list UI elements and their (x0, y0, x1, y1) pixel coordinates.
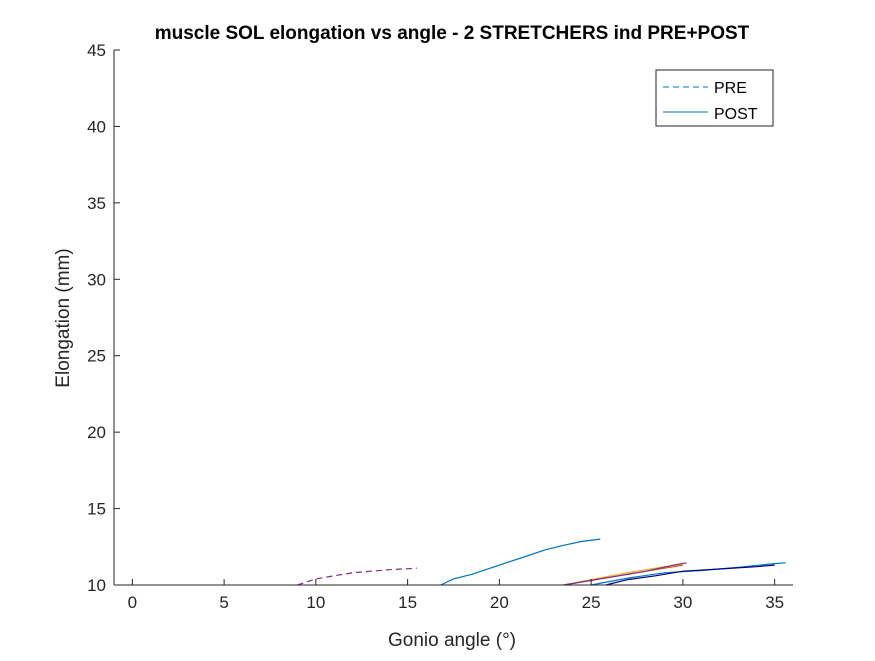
x-tick-label: 10 (306, 593, 325, 612)
y-tick-label: 45 (87, 41, 106, 60)
series-line-1 (297, 567, 417, 586)
x-tick-label: 0 (128, 593, 137, 612)
series-line-5 (563, 562, 687, 586)
x-tick-label: 35 (765, 593, 784, 612)
x-tick-label: 20 (490, 593, 509, 612)
legend-box (655, 69, 774, 127)
y-tick-label: 15 (87, 500, 106, 519)
y-axis-label: Elongation (mm) (53, 248, 74, 387)
y-tick-label: 35 (87, 194, 106, 213)
legend-label-post: POST (714, 106, 758, 123)
y-tick-label: 20 (87, 423, 106, 442)
series-line-7 (605, 564, 775, 586)
y-tick-label: 30 (87, 270, 106, 289)
y-ticks: 10 15 20 25 30 35 40 45 (87, 41, 120, 595)
x-tick-label: 30 (673, 593, 692, 612)
x-axis-label: Gonio angle (°) (388, 630, 516, 651)
series-layer (297, 538, 786, 586)
x-ticks: 0 5 10 15 20 25 30 35 (128, 579, 784, 612)
chart-title: muscle SOL elongation vs angle - 2 STRET… (155, 23, 750, 44)
x-tick-label: 25 (582, 593, 601, 612)
legend: PRE POST (655, 69, 774, 127)
series-line-2 (440, 538, 601, 586)
y-tick-label: 25 (87, 347, 106, 366)
y-tick-label: 10 (87, 576, 106, 595)
x-tick-label: 15 (398, 593, 417, 612)
legend-label-pre: PRE (714, 80, 747, 97)
y-tick-label: 40 (87, 117, 106, 136)
x-tick-label: 5 (219, 593, 228, 612)
